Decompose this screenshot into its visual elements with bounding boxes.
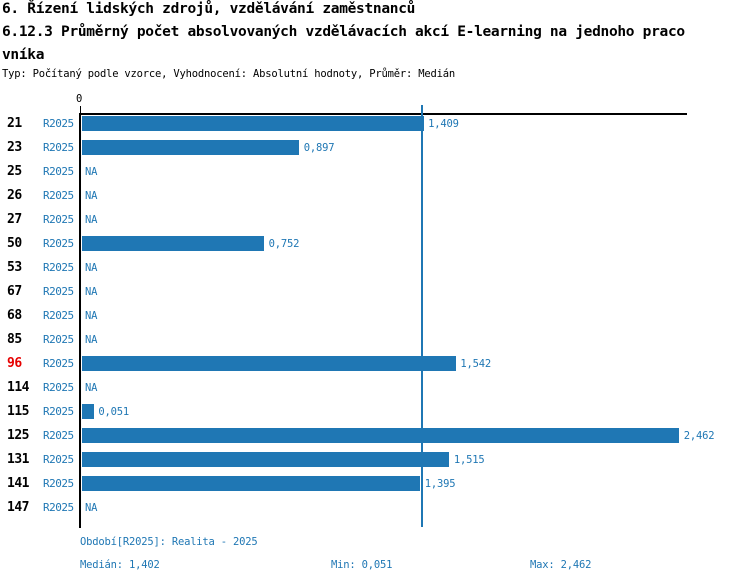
period-label: R2025 [43,260,74,274]
category-label: 85 [7,331,22,347]
category-label: 147 [7,499,29,515]
value-label: NA [85,381,98,394]
report-title-line2: 6.12.3 Průměrný počet absolvovaných vzdě… [2,24,685,40]
period-label: R2025 [43,164,74,178]
period-label: R2025 [43,500,74,514]
x-axis-zero-tick [79,106,81,113]
value-label: 1,515 [453,453,485,466]
value-label: 0,051 [98,405,129,418]
value-label: NA [85,165,98,178]
bar[interactable] [81,428,680,443]
value-label: NA [85,189,98,202]
category-label: 53 [7,259,22,275]
value-label: 2,462 [683,429,715,442]
value-label: 1,409 [428,117,459,130]
period-label: R2025 [43,116,74,130]
bar[interactable] [81,476,421,491]
x-axis-line [80,112,687,115]
period-label: R2025 [43,188,74,202]
footer-period-label: Období[R2025]: Realita - 2025 [80,536,258,548]
chart-row: 26 R2025 NA [0,188,750,204]
chart-row: 21 R2025 1,409 [0,116,750,132]
value-label: NA [85,285,98,298]
chart-row: 23 R2025 0,897 [0,140,750,156]
chart-row: 115 R2025 0,051 [0,404,750,420]
bar[interactable] [81,404,94,419]
period-label: R2025 [43,404,74,418]
chart-row: 67 R2025 NA [0,284,750,300]
y-axis-line [78,112,81,528]
category-label: 21 [7,115,22,131]
chart-row: 68 R2025 NA [0,308,750,324]
footer-max-label: Max: 2,462 [530,559,592,571]
category-label: 27 [7,211,22,227]
bar[interactable] [81,356,456,371]
category-label: 141 [7,475,29,491]
value-label: NA [85,309,98,322]
chart-row: 25 R2025 NA [0,164,750,180]
period-label: R2025 [43,284,74,298]
chart-row: 114 R2025 NA [0,380,750,396]
report-subtitle: Typ: Počítaný podle vzorce, Vyhodnocení:… [2,68,455,80]
category-label: 68 [7,307,22,323]
x-axis-zero-label: 0 [76,93,83,105]
category-label: 50 [7,235,22,251]
period-label: R2025 [43,452,74,466]
period-label: R2025 [43,476,74,490]
category-label: 25 [7,163,22,179]
period-label: R2025 [43,332,74,346]
period-label: R2025 [43,140,74,154]
value-label: 0,897 [303,141,335,154]
chart-row: 50 R2025 0,752 [0,236,750,252]
period-label: R2025 [43,308,74,322]
chart-row: 125 R2025 2,462 [0,428,750,444]
footer-median-label: Medián: 1,402 [80,559,160,571]
category-label: 114 [7,379,29,395]
value-label: NA [85,333,98,346]
category-label: 115 [7,403,29,419]
category-label: 125 [7,427,29,443]
bar[interactable] [81,140,300,155]
bar[interactable] [81,452,450,467]
period-label: R2025 [43,356,74,370]
report-title-line3: vníka [2,47,45,63]
category-label: 67 [7,283,22,299]
chart-row: 131 R2025 1,515 [0,452,750,468]
period-label: R2025 [43,236,74,250]
value-label: NA [85,501,98,514]
chart-row: 27 R2025 NA [0,212,750,228]
median-line [420,105,423,527]
chart-row: 96 R2025 1,542 [0,356,750,372]
footer-min-label: Min: 0,051 [331,559,393,571]
chart-row: 53 R2025 NA [0,260,750,276]
period-label: R2025 [43,380,74,394]
category-label: 131 [7,451,29,467]
chart-row: 147 R2025 NA [0,500,750,516]
bar[interactable] [81,116,424,131]
bar[interactable] [81,236,265,251]
value-label: 1,395 [424,477,456,490]
chart-row: 141 R2025 1,395 [0,476,750,492]
value-label: 1,542 [460,357,491,370]
period-label: R2025 [43,428,74,442]
value-label: 0,752 [268,237,300,250]
period-label: R2025 [43,212,74,226]
value-label: NA [85,261,98,274]
category-label: 96 [7,355,22,371]
report-title-line1: 6. Řízení lidských zdrojů, vzdělávání za… [2,1,416,17]
chart-row: 85 R2025 NA [0,332,750,348]
category-label: 26 [7,187,22,203]
category-label: 23 [7,139,22,155]
value-label: NA [85,213,98,226]
